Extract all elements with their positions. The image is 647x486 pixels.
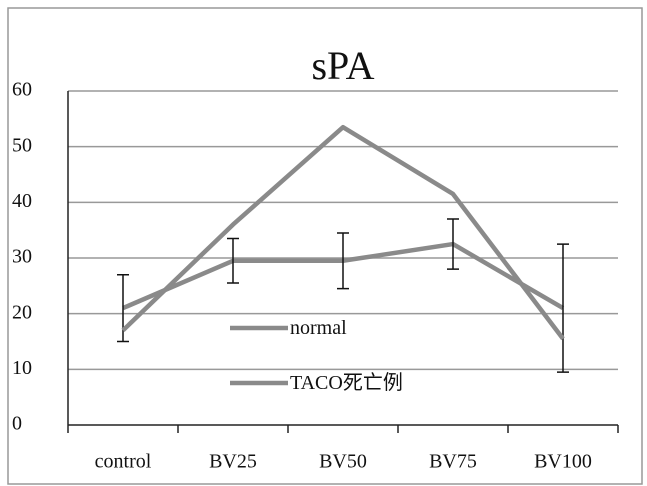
y-tick-label: 40 xyxy=(12,190,32,212)
y-tick-label: 0 xyxy=(12,413,22,435)
chart-title: sPA xyxy=(311,43,374,88)
x-tick-label: control xyxy=(95,451,152,473)
x-tick-label: BV100 xyxy=(534,451,592,473)
y-tick-label: 20 xyxy=(12,301,32,323)
legend-label: normal xyxy=(290,317,347,339)
error-bar xyxy=(227,237,239,284)
y-tick-label: 50 xyxy=(12,134,32,156)
y-tick-label: 60 xyxy=(12,79,32,101)
chart-border xyxy=(7,7,643,485)
x-tick-label: BV25 xyxy=(209,451,257,473)
error-bar xyxy=(337,232,349,290)
y-tick-label: 10 xyxy=(12,357,32,379)
error-bar xyxy=(447,218,459,270)
error-bar xyxy=(557,243,569,373)
y-tick-label: 30 xyxy=(12,246,32,268)
series-line xyxy=(121,124,565,341)
legend-label: TACO死亡例 xyxy=(290,372,403,394)
x-tick-label: BV50 xyxy=(319,451,367,473)
x-tick-label: BV75 xyxy=(429,451,477,473)
